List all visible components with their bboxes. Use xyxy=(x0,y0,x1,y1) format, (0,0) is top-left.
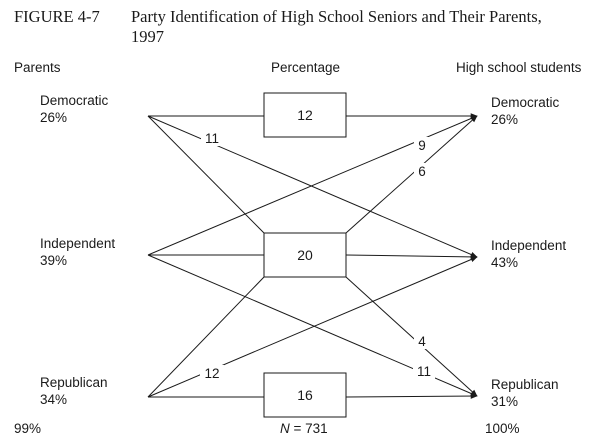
parent-independent-pct: 39% xyxy=(40,253,68,268)
box-rep-to-student-rep-arrow xyxy=(345,393,478,399)
parents-total: 99% xyxy=(14,421,42,436)
parent-independent: Independent 39% xyxy=(40,235,115,269)
ind-box-to-rep-value: 4 xyxy=(418,334,426,349)
parent-democratic: Democratic 26% xyxy=(40,92,108,126)
sample-size: N = 731 xyxy=(280,421,328,436)
independent-stable-box xyxy=(263,232,347,278)
rep-to-ind-box-line xyxy=(147,276,265,398)
parents-column-header: Parents xyxy=(14,60,61,75)
student-independent-pct: 43% xyxy=(491,255,519,270)
figure-label: FIGURE 4-7 xyxy=(14,7,100,26)
student-republican-label: Republican xyxy=(491,377,559,392)
ind-box-to-dem-value: 6 xyxy=(418,164,426,179)
parent-independent-label: Independent xyxy=(40,236,116,251)
parent-republican: Republican 34% xyxy=(40,374,108,408)
student-independent: Independent 43% xyxy=(491,237,566,271)
sample-size-text: N = 731 xyxy=(280,421,328,436)
dem-to-ind-value: 11 xyxy=(205,131,219,146)
dem-to-ind-box-line xyxy=(147,115,265,234)
democratic-stable-box xyxy=(263,92,347,138)
rep-to-ind-value: 12 xyxy=(204,366,219,381)
student-republican-pct: 31% xyxy=(491,394,519,409)
parent-democratic-pct: 26% xyxy=(40,110,68,125)
ind-to-dem-value: 9 xyxy=(418,138,426,153)
ind-box-to-rep-arrow xyxy=(345,276,478,397)
republican-stable-box xyxy=(263,372,347,418)
student-independent-label: Independent xyxy=(491,238,567,253)
box-ind-to-student-ind-arrow xyxy=(345,254,478,260)
student-democratic-pct: 26% xyxy=(491,112,519,127)
parent-democratic-label: Democratic xyxy=(40,93,109,108)
ind-box-to-dem-arrow xyxy=(345,115,478,234)
ind-to-rep-value: 11 xyxy=(417,364,431,379)
student-democratic-label: Democratic xyxy=(491,95,560,110)
students-column-header: High school students xyxy=(456,60,582,75)
student-democratic: Democratic 26% xyxy=(491,94,559,128)
figure-title-text: Party Identification of High School Seni… xyxy=(131,7,542,46)
republican-stable-value: 16 xyxy=(297,387,313,403)
students-total: 100% xyxy=(485,421,520,436)
student-republican: Republican 31% xyxy=(491,376,559,410)
parent-republican-pct: 34% xyxy=(40,392,68,407)
percentage-column-header: Percentage xyxy=(271,60,341,75)
democratic-stable-value: 12 xyxy=(297,107,313,123)
independent-stable-value: 20 xyxy=(297,247,313,263)
parent-republican-label: Republican xyxy=(40,375,108,390)
